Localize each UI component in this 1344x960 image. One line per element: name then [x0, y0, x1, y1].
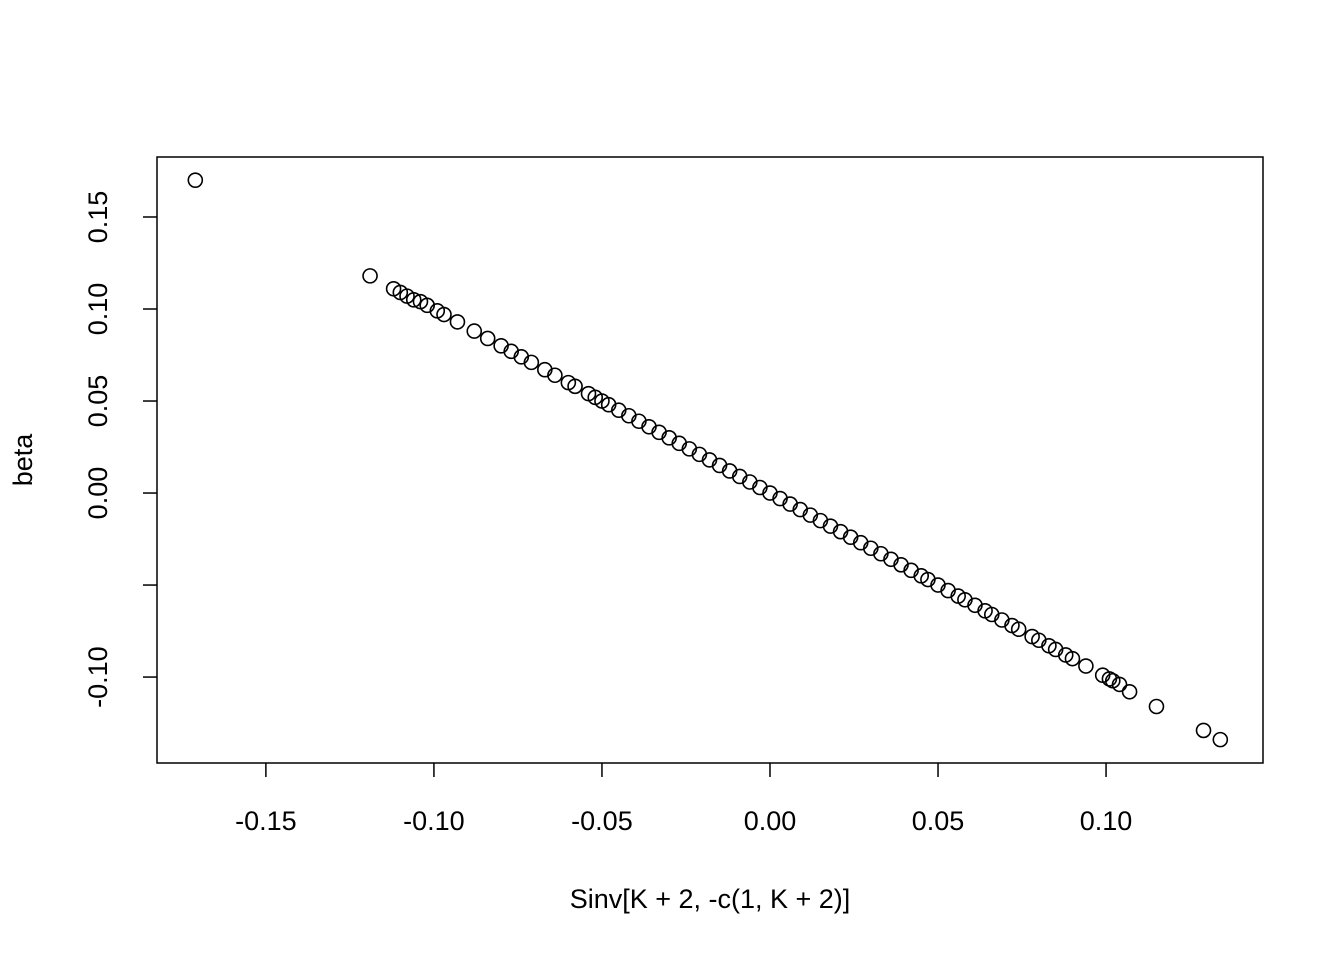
point — [1148, 698, 1165, 715]
point — [1064, 650, 1081, 667]
x-tick-label: -0.05 — [571, 806, 633, 836]
point — [1111, 676, 1128, 693]
x-tick-label: 0.10 — [1080, 806, 1133, 836]
point — [567, 378, 583, 395]
x-tick-label: 0.00 — [744, 806, 797, 836]
plot-frame — [156, 156, 1264, 764]
x-tick-label: -0.10 — [403, 806, 465, 836]
point — [479, 330, 496, 347]
point — [466, 323, 483, 339]
y-tick-label: 0.05 — [83, 375, 113, 428]
y-tick-label: 0.00 — [83, 467, 113, 520]
y-tick-label: 0.15 — [83, 191, 113, 244]
y-axis-label: beta — [8, 433, 38, 487]
y-tick-label: 0.10 — [83, 283, 113, 336]
x-axis-label: Sinv[K + 2, -c(1, K + 2)] — [570, 884, 851, 914]
point — [187, 172, 204, 188]
point — [436, 306, 452, 323]
x-tick-label: 0.05 — [912, 806, 965, 836]
point — [1121, 683, 1138, 700]
point — [523, 354, 540, 371]
y-tick-label: -0.10 — [83, 646, 113, 708]
point — [1212, 731, 1229, 748]
point — [1195, 722, 1212, 739]
point — [1010, 621, 1027, 638]
point — [449, 314, 466, 330]
point — [405, 292, 422, 308]
point — [547, 367, 563, 384]
point — [1078, 658, 1094, 674]
point — [362, 268, 378, 284]
x-tick-label: -0.15 — [235, 806, 297, 836]
